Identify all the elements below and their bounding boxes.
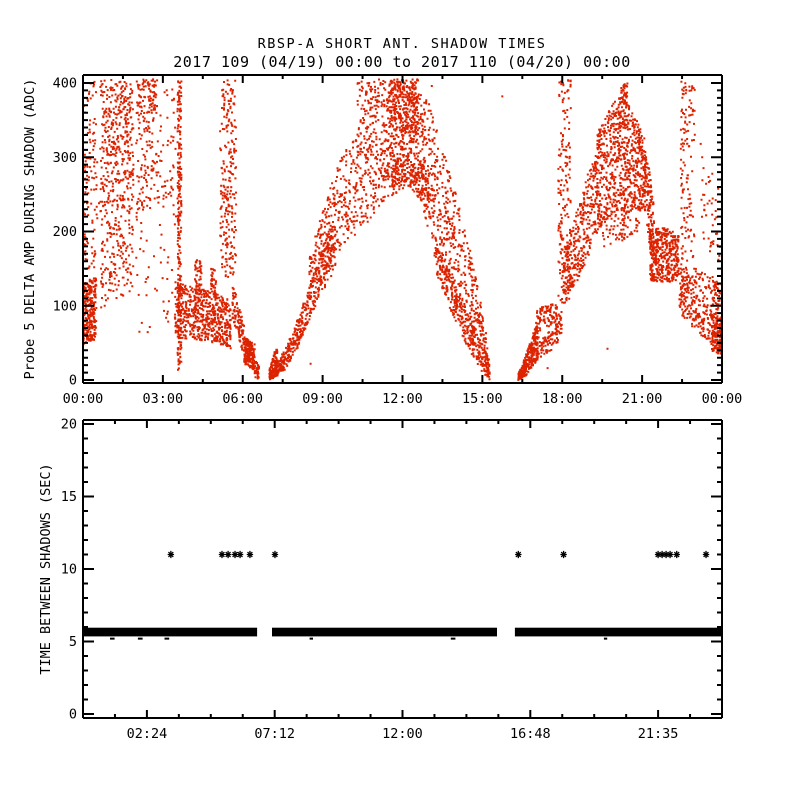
top-x-tick-label: 03:00 [143, 391, 184, 407]
top-y-tick-label: 400 [53, 76, 77, 92]
bottom-y-tick-label: 10 [61, 562, 77, 578]
scatter-points-top [82, 78, 723, 381]
top-y-tick-label: 200 [53, 224, 77, 240]
chart-subtitle: 2017 109 (04/19) 00:00 to 2017 110 (04/2… [173, 53, 631, 71]
top-x-tick-label: 00:00 [702, 391, 743, 407]
bottom-y-tick-label: 0 [69, 707, 77, 723]
bottom-y-axis-title: TIME BETWEEN SHADOWS (SEC) [38, 463, 54, 674]
top-x-tick-label: 21:00 [622, 391, 663, 407]
bottom-x-tick-label: 16:48 [510, 726, 551, 742]
band-subdots [110, 637, 608, 640]
bottom-x-tick-label: 21:35 [638, 726, 679, 742]
bottom-y-tick-label: 20 [61, 417, 77, 433]
chart-title: RBSP-A SHORT ANT. SHADOW TIMES [257, 36, 547, 52]
top-x-tick-label: 15:00 [462, 391, 503, 407]
shadow-interval-band [514, 627, 722, 637]
top-x-tick-label: 06:00 [222, 391, 263, 407]
bottom-x-tick-label: 07:12 [254, 726, 295, 742]
shadow-interval-band [272, 627, 497, 637]
shadow-interval-band [83, 627, 258, 637]
bottom-y-tick-label: 5 [69, 634, 77, 650]
bottom-x-tick-label: 02:24 [127, 726, 168, 742]
top-x-tick-label: 12:00 [382, 391, 423, 407]
top-y-axis-title: Probe 5 DELTA AMP DURING SHADOW (ADC) [22, 79, 38, 380]
bottom-y-tick-label: 15 [61, 489, 77, 505]
axes-and-ticks [82, 74, 723, 719]
top-y-tick-label: 0 [69, 373, 77, 389]
top-y-tick-label: 300 [53, 150, 77, 166]
top-x-tick-label: 09:00 [302, 391, 343, 407]
bottom-x-tick-label: 12:00 [382, 726, 423, 742]
top-y-tick-label: 100 [53, 298, 77, 314]
top-x-tick-label: 00:00 [63, 391, 104, 407]
top-x-tick-label: 18:00 [542, 391, 583, 407]
asterisk-markers [167, 550, 710, 559]
